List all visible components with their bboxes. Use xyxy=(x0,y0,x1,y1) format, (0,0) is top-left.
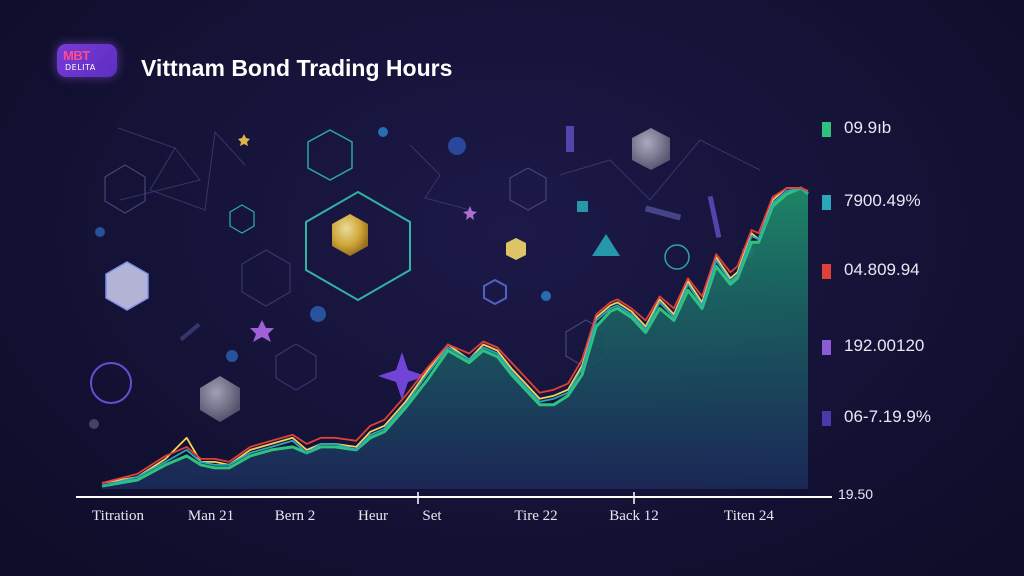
hexagon-outline-icon xyxy=(229,204,255,234)
series-line-0 xyxy=(101,186,809,488)
legend-label: 04.809.94 xyxy=(844,260,920,279)
small-star-icon xyxy=(463,206,477,220)
dash-icon xyxy=(644,205,682,221)
legend-item: 192.00120 xyxy=(822,335,1022,359)
hexagon-outline-icon xyxy=(483,278,507,306)
hexagon-outline-icon xyxy=(509,167,547,211)
dot-icon xyxy=(448,137,466,155)
legend-swatch xyxy=(822,340,831,355)
x-tick-label: Titen 24 xyxy=(724,508,774,524)
x-tick-label: Back 12 xyxy=(609,508,659,524)
dash-icon xyxy=(566,126,574,152)
x-tick-label: Titration xyxy=(92,508,144,524)
dot-icon xyxy=(95,227,105,237)
series-line-1 xyxy=(101,187,809,484)
gray-hexagon-icon xyxy=(200,376,240,422)
brand-logo: MBT DELITA xyxy=(57,44,117,77)
legend-label: 7900.49% xyxy=(844,191,921,210)
hexagon-outline-icon xyxy=(275,343,317,391)
hexagon-outline-icon xyxy=(307,129,353,181)
dot-icon xyxy=(89,419,99,429)
dot-icon xyxy=(378,127,388,137)
legend-swatch xyxy=(822,195,831,210)
dot-icon xyxy=(310,306,326,322)
yellow-hexagon-icon xyxy=(506,238,526,260)
series-line-2 xyxy=(101,187,809,487)
logo-top-text: MBT xyxy=(63,48,90,63)
area-fill xyxy=(102,188,808,489)
x-tick-label: Bern 2 xyxy=(274,508,316,524)
gem-hexagon-icon xyxy=(632,128,670,170)
legend-swatch xyxy=(822,122,831,137)
x-tick-label: Heur xyxy=(358,508,388,524)
legend-swatch xyxy=(822,411,831,426)
dot-icon xyxy=(226,350,238,362)
purple-compass-star-icon xyxy=(378,352,426,400)
dash-icon xyxy=(179,322,201,342)
constellation-lines-icon xyxy=(117,127,761,211)
teal-square-icon xyxy=(577,201,588,212)
y-end-label: 19.50 xyxy=(838,486,874,502)
legend-item: 7900.49% xyxy=(822,190,1022,214)
decorative-background xyxy=(89,126,761,429)
series-line-3 xyxy=(101,187,809,484)
dot-icon xyxy=(541,291,551,301)
legend-label: 192.00120 xyxy=(844,336,925,355)
large-hexagon-ring-icon xyxy=(305,190,411,302)
crystal-hexagon-icon xyxy=(105,261,149,311)
legend-label: 09.9ıb xyxy=(844,118,892,137)
ring-circle-icon xyxy=(664,244,690,270)
logo-bottom-text: DELITA xyxy=(65,63,96,72)
hexagon-outline-icon xyxy=(241,249,291,307)
x-tick-label: Man 21 xyxy=(187,508,235,524)
chart-title: Vittnam Bond Trading Hours xyxy=(141,55,453,81)
ring-circle-icon xyxy=(90,362,132,404)
x-tick-label: Set xyxy=(422,508,442,524)
legend-label: 06-7.19.9% xyxy=(844,407,931,426)
legend-item: 09.9ıb xyxy=(822,117,1022,141)
legend-item: 04.809.94 xyxy=(822,259,1022,283)
plot-area xyxy=(101,186,809,489)
teal-triangle-icon xyxy=(592,234,620,256)
gold-hexagon-coin-icon xyxy=(332,214,368,256)
small-gold-star-icon xyxy=(238,134,250,146)
legend-swatch xyxy=(822,264,831,279)
hexagon-outline-icon xyxy=(104,164,146,214)
dash-icon xyxy=(707,195,722,238)
legend-item: 06-7.19.9% xyxy=(822,406,1022,430)
purple-star-icon xyxy=(250,320,274,342)
x-tick-label: Tire 22 xyxy=(514,508,558,524)
